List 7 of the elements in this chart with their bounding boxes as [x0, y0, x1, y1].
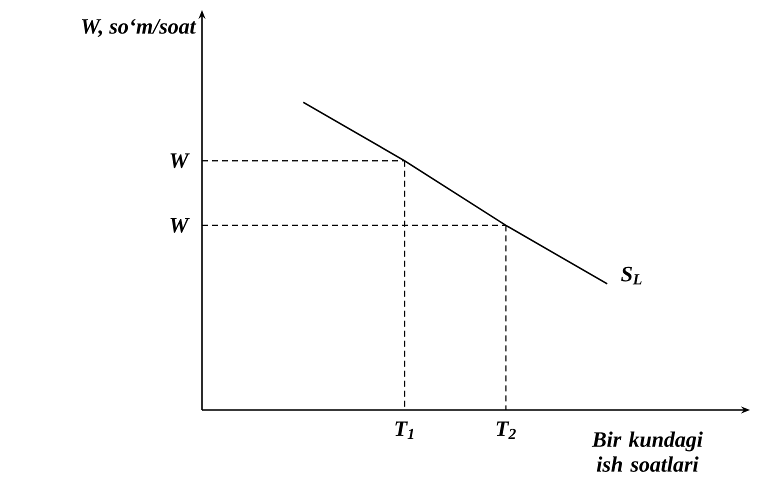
series-label: S$_{L}$	[621, 266, 642, 284]
text: W	[170, 153, 190, 168]
x-tick-label: T$_{2}$	[496, 422, 516, 439]
text: W	[170, 218, 190, 233]
x-axis-title: Bir kundagi ish soatlari	[592, 432, 703, 472]
x-tick-label: T$_{1}$	[395, 422, 414, 439]
y-axis-title: W, so‘m/soat	[82, 19, 196, 37]
